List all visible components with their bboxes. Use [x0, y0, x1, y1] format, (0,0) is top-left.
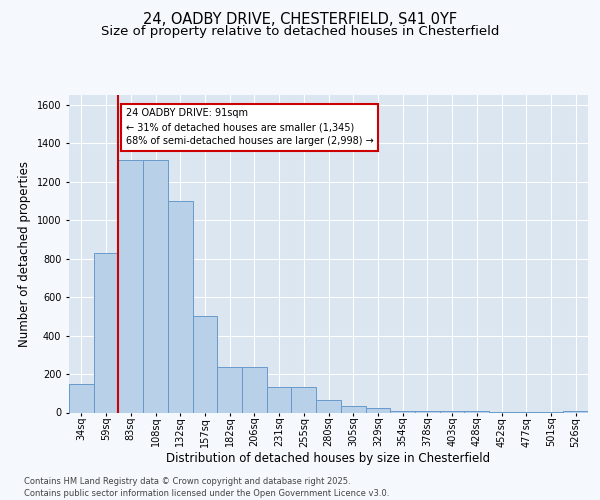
Y-axis label: Number of detached properties: Number of detached properties	[18, 161, 31, 347]
Bar	[563, 410, 588, 412]
Bar	[415, 410, 440, 412]
Text: Contains HM Land Registry data © Crown copyright and database right 2025.
Contai: Contains HM Land Registry data © Crown c…	[24, 476, 389, 498]
Bar	[217, 368, 242, 412]
Bar	[94, 253, 118, 412]
Bar	[193, 316, 217, 412]
Bar	[341, 406, 365, 412]
Text: 24, OADBY DRIVE, CHESTERFIELD, S41 0YF: 24, OADBY DRIVE, CHESTERFIELD, S41 0YF	[143, 12, 457, 28]
Bar	[168, 201, 193, 412]
Bar	[365, 408, 390, 412]
X-axis label: Distribution of detached houses by size in Chesterfield: Distribution of detached houses by size …	[166, 452, 491, 465]
Bar	[316, 400, 341, 412]
Bar	[440, 410, 464, 412]
Text: 24 OADBY DRIVE: 91sqm
← 31% of detached houses are smaller (1,345)
68% of semi-d: 24 OADBY DRIVE: 91sqm ← 31% of detached …	[126, 108, 374, 146]
Bar	[464, 410, 489, 412]
Bar	[118, 160, 143, 412]
Bar	[390, 410, 415, 412]
Bar	[69, 384, 94, 412]
Bar	[267, 386, 292, 412]
Bar	[292, 386, 316, 412]
Text: Size of property relative to detached houses in Chesterfield: Size of property relative to detached ho…	[101, 25, 499, 38]
Bar	[143, 160, 168, 412]
Bar	[242, 368, 267, 412]
